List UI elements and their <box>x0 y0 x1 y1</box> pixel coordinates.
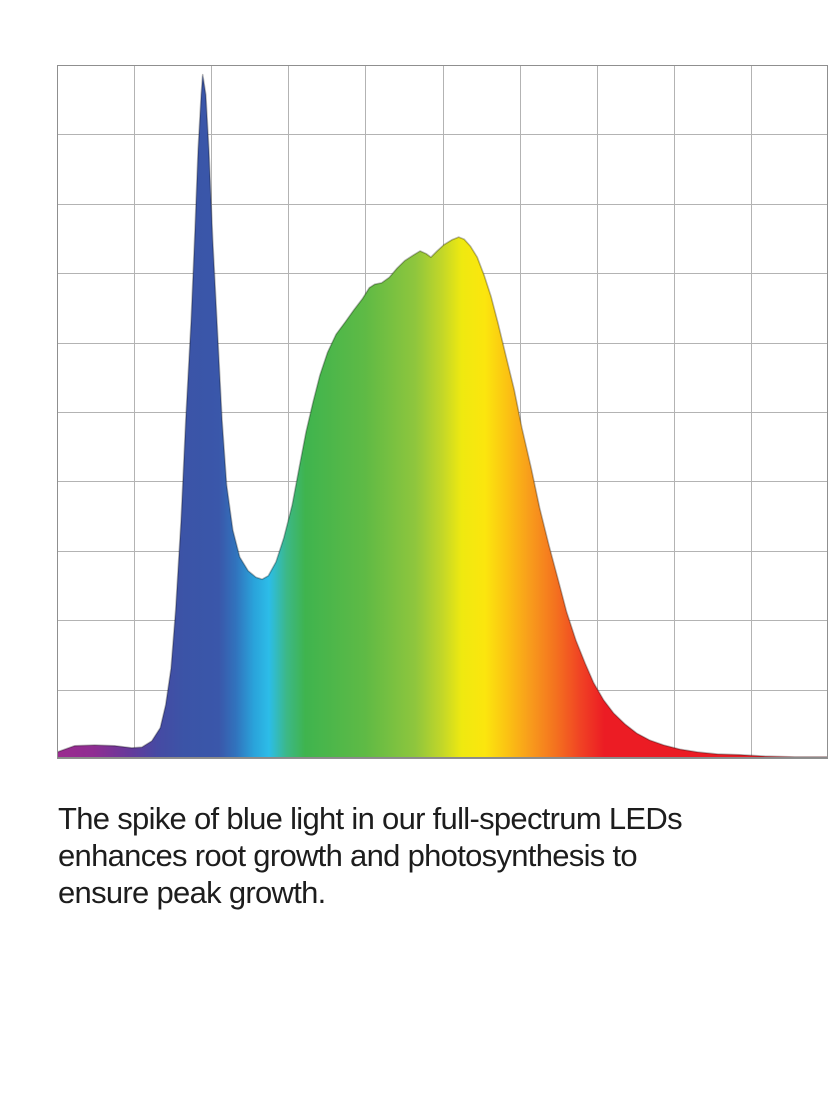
caption: The spike of blue light in our full-spec… <box>58 800 798 911</box>
chart-border <box>57 65 828 759</box>
caption-line-1: The spike of blue light in our full-spec… <box>58 801 683 836</box>
caption-line-3: ensure peak growth. <box>58 875 326 910</box>
caption-line-2: enhances root growth and photosynthesis … <box>58 838 638 873</box>
spectrum-plot <box>57 65 828 759</box>
spectrum-chart <box>57 65 828 759</box>
spectrum-area <box>57 73 828 759</box>
